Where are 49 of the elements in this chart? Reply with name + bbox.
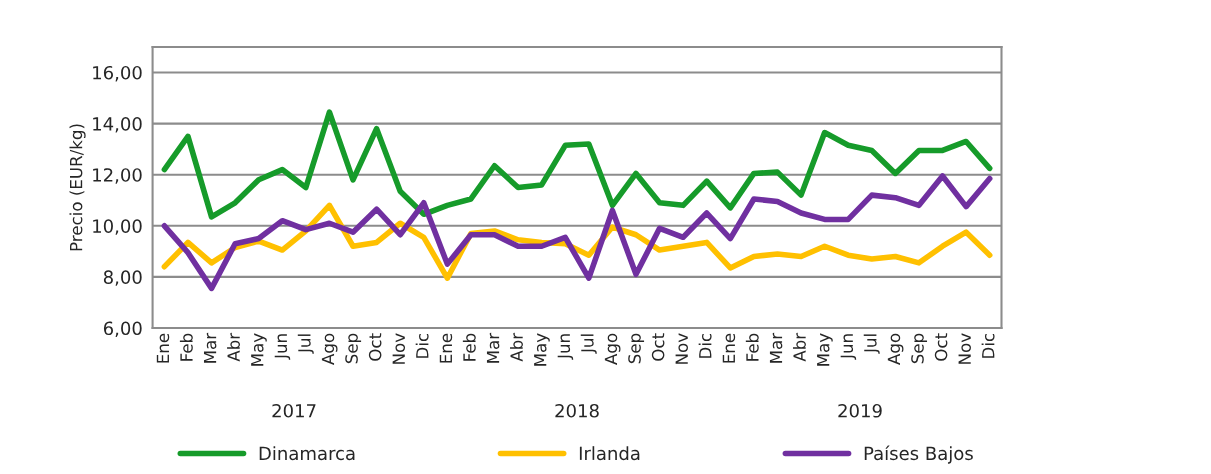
y-tick-label: 16,00 [93,65,142,82]
x-tick-label: May [534,333,550,366]
y-tick-label: 10,00 [93,219,142,235]
text: 2017 [272,403,316,418]
x-tick-label: Ene [722,333,736,363]
y-tick-label: 6,00 [103,321,142,337]
x-tick-label: Mar [769,332,783,363]
x-tick-label: Ene [439,333,453,363]
y-tick-label: 14,00 [93,117,142,133]
x-tick-label: Abr [510,332,523,362]
y-tick-label: 12,00 [93,168,142,184]
x-tick-label: Jul [863,334,880,354]
y-tick-label: 8,00 [103,270,142,286]
x-tick-label: Abr [792,332,806,362]
x-tick-label: Abr [227,332,240,362]
x-tick-label: Dic [698,333,712,358]
x-tick-label: Jun [274,334,291,360]
x-tick-label: Oct [368,333,382,361]
x-tick-label: Jul [580,334,597,354]
x-tick-label: Dic [415,333,429,358]
x-tick-label: Nov [675,333,688,364]
y-axis-title: Precio (EUR/kg) [69,124,86,251]
x-tick-label: Ago [604,333,621,365]
x-tick-label: Sep [628,333,645,364]
x-tick-label: Mar [486,332,500,363]
legend-label: Dinamarca [259,446,355,461]
x-tick-label: May [251,333,267,366]
x-tick-label: Oct [651,333,665,361]
x-tick-label: Feb [745,333,759,361]
x-tick-label: Nov [958,333,971,364]
x-tick-label: Feb [179,333,193,361]
text: 2018 [555,403,599,418]
x-tick-label: Nov [392,333,406,364]
x-tick-label: Jun [840,334,857,360]
legend-label: Países Bajos [864,445,973,464]
x-tick-label: Feb [462,333,476,361]
x-tick-label: Sep [345,333,362,364]
x-tick-label: Ene [156,333,170,363]
x-tick-label: Ago [321,333,338,365]
x-tick-label: Jul [297,334,314,354]
x-tick-label: Mar [203,332,217,363]
x-tick-label: Ago [887,333,904,365]
x-tick-label: Sep [911,333,928,364]
legend-label: Irlanda [579,446,640,461]
x-tick-label: Jun [557,334,574,360]
x-tick-label: May [817,333,833,366]
text: 2019 [838,403,882,418]
x-tick-label: Oct [934,333,948,361]
x-tick-label: Dic [981,333,995,358]
